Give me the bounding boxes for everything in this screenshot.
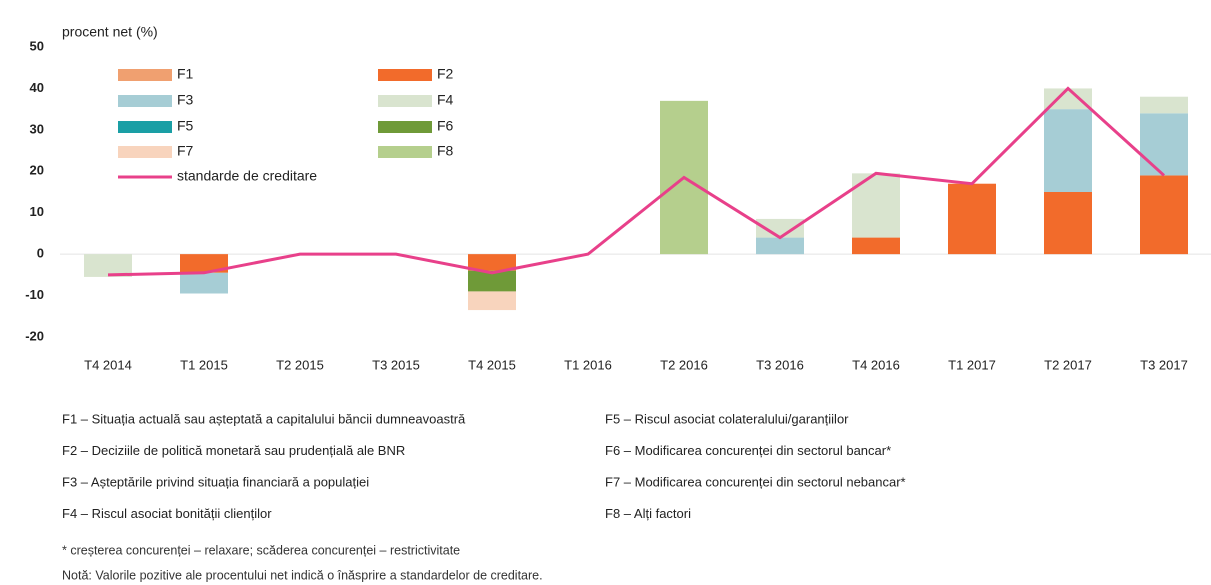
legend-label: F3 [177,92,194,108]
factor-note: F3 – Așteptările privind situația financ… [62,474,369,489]
bar-segment [756,237,804,255]
legend-swatch [378,121,432,133]
y-tick-label: 40 [30,80,44,95]
factor-note: F4 – Riscul asociat bonității clienților [62,506,272,521]
line [107,86,1166,277]
x-tick-label: T4 2016 [852,357,900,372]
bar-segment [180,254,228,273]
y-axis-label: procent net (%) [62,24,158,40]
legend-swatch [378,95,432,107]
y-tick-label: 10 [30,204,44,219]
x-tick-label: T4 2015 [468,357,516,372]
factor-note: F7 – Modificarea concurenței din sectoru… [605,474,906,489]
legend-swatch [118,146,172,158]
legend-swatch [118,95,172,107]
y-tick-label: 50 [30,38,44,53]
legend-label: F7 [177,143,194,159]
y-tick-label: 0 [37,246,44,261]
legend-swatch [118,69,172,81]
bar-segment [1140,113,1188,176]
bar-segment [1044,192,1092,255]
bar-segment [948,183,996,255]
x-tick-label: T2 2016 [660,357,708,372]
x-tick-label: T1 2015 [180,357,228,372]
bar-segment [180,272,228,294]
y-tick-label: -20 [25,328,44,343]
x-tick-label: T3 2017 [1140,357,1188,372]
y-tick-label: -10 [25,287,44,302]
x-tick-label: T2 2017 [1044,357,1092,372]
factor-note: F5 – Riscul asociat colateralului/garanț… [605,411,849,426]
footnote: Notă: Valorile pozitive ale procentului … [62,568,543,582]
bar-segment [1140,175,1188,255]
footnote: * creșterea concurenței – relaxare; scăd… [62,543,460,557]
legend-label: F8 [437,143,454,159]
x-tick-label: T2 2015 [276,357,324,372]
legend-label: standarde de creditare [177,168,317,184]
bar-segment [1044,88,1092,110]
x-tick-label: T4 2014 [84,357,132,372]
y-tick-label: 20 [30,163,44,178]
x-tick-label: T1 2016 [564,357,612,372]
bar-segment [468,291,516,311]
bar-segment [1140,96,1188,114]
factor-note: F6 – Modificarea concurenței din sectoru… [605,443,891,458]
x-tick-label: T1 2017 [948,357,996,372]
y-tick-label: 30 [30,121,44,136]
bar-segment [84,254,132,277]
factor-note: F2 – Deciziile de politică monetară sau … [62,443,405,458]
bar-segment [468,270,516,292]
bar-segment [1044,109,1092,192]
bar-segment [852,237,900,255]
legend-label: F5 [177,118,194,134]
x-tick-label: T3 2016 [756,357,804,372]
legend-label: F4 [437,92,454,108]
bar-segment [756,218,804,238]
legend-swatch [378,146,432,158]
factor-note: F1 – Situația actuală sau așteptată a ca… [62,411,466,426]
x-tick-label: T3 2015 [372,357,420,372]
factor-note: F8 – Alți factori [605,506,691,521]
legend-label: F2 [437,66,454,82]
legend-label: F6 [437,118,454,134]
legend-swatch [378,69,432,81]
bar-segment [468,254,516,271]
legend-label: F1 [177,66,194,82]
legend-swatch [118,121,172,133]
